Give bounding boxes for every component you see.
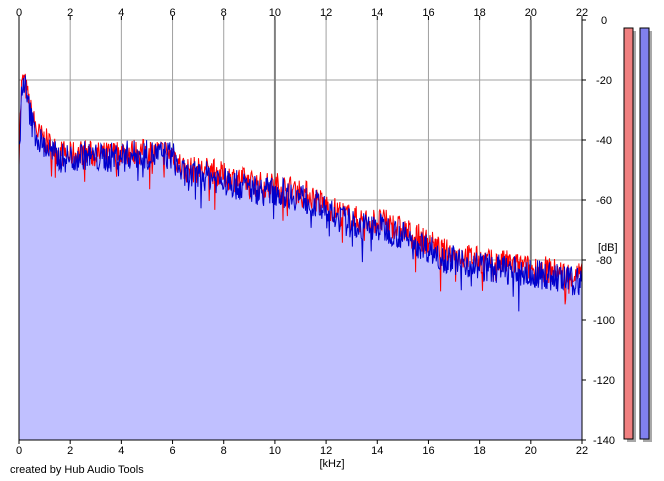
series-line-blue — [19, 75, 583, 312]
x-tick-label-top: 6 — [169, 7, 175, 19]
y-tick-label: -140 — [593, 435, 615, 447]
x-axis-label: [kHz] — [319, 458, 344, 470]
x-tick-label-bottom: 6 — [169, 445, 175, 457]
y-tick-labels: 0 -20 -40 -60 -80 -100 -120 -140 — [582, 15, 615, 447]
y-tick-label: -100 — [593, 315, 615, 327]
x-tick-label-top: 8 — [221, 7, 227, 19]
x-tick-label-bottom: 2 — [67, 445, 73, 457]
x-tick-label-top: 10 — [269, 7, 281, 19]
plot-frame — [18, 20, 583, 441]
x-tick-label-bottom: 10 — [269, 445, 281, 457]
x-tick-label-bottom: 22 — [576, 445, 588, 457]
x-tick-label-bottom: 14 — [371, 445, 383, 457]
y-tick-label: -20 — [596, 75, 612, 87]
x-tick-label-bottom: 4 — [118, 445, 124, 457]
y-tick-label: -120 — [593, 375, 615, 387]
x-tick-label-bottom: 0 — [16, 445, 22, 457]
spectrum-series — [18, 73, 583, 312]
spectrum-fill-area — [19, 73, 582, 441]
meter-left — [623, 27, 634, 440]
x-tick-labels-bottom: 0 2 4 6 8 10 12 14 16 18 20 22 — [16, 440, 588, 457]
x-tick-labels-top: 0 2 4 6 8 10 12 14 16 18 20 22 — [16, 7, 588, 20]
x-tick-label-top: 18 — [474, 7, 486, 19]
level-meters — [623, 27, 652, 442]
y-tick-label: -60 — [596, 195, 612, 207]
y-tick-label: 0 — [601, 15, 607, 27]
x-tick-label-bottom: 12 — [320, 445, 332, 457]
x-tick-label-bottom: 18 — [474, 445, 486, 457]
x-tick-label-top: 22 — [576, 7, 588, 19]
x-tick-label-top: 12 — [320, 7, 332, 19]
x-tick-label-bottom: 20 — [525, 445, 537, 457]
x-tick-label-top: 20 — [525, 7, 537, 19]
x-tick-label-top: 16 — [422, 7, 434, 19]
x-tick-label-bottom: 16 — [422, 445, 434, 457]
meter-right — [639, 27, 650, 440]
x-tick-label-bottom: 8 — [221, 445, 227, 457]
y-tick-label: -40 — [596, 135, 612, 147]
spectrum-fill — [19, 73, 582, 441]
credit-text: created by Hub Audio Tools — [10, 464, 144, 476]
x-tick-label-top: 2 — [67, 7, 73, 19]
x-tick-label-top: 4 — [118, 7, 124, 19]
x-tick-label-top: 14 — [371, 7, 383, 19]
y-tick-label: -80 — [596, 255, 612, 267]
y-axis-label: [dB] — [598, 242, 618, 254]
x-tick-label-top: 0 — [16, 7, 22, 19]
